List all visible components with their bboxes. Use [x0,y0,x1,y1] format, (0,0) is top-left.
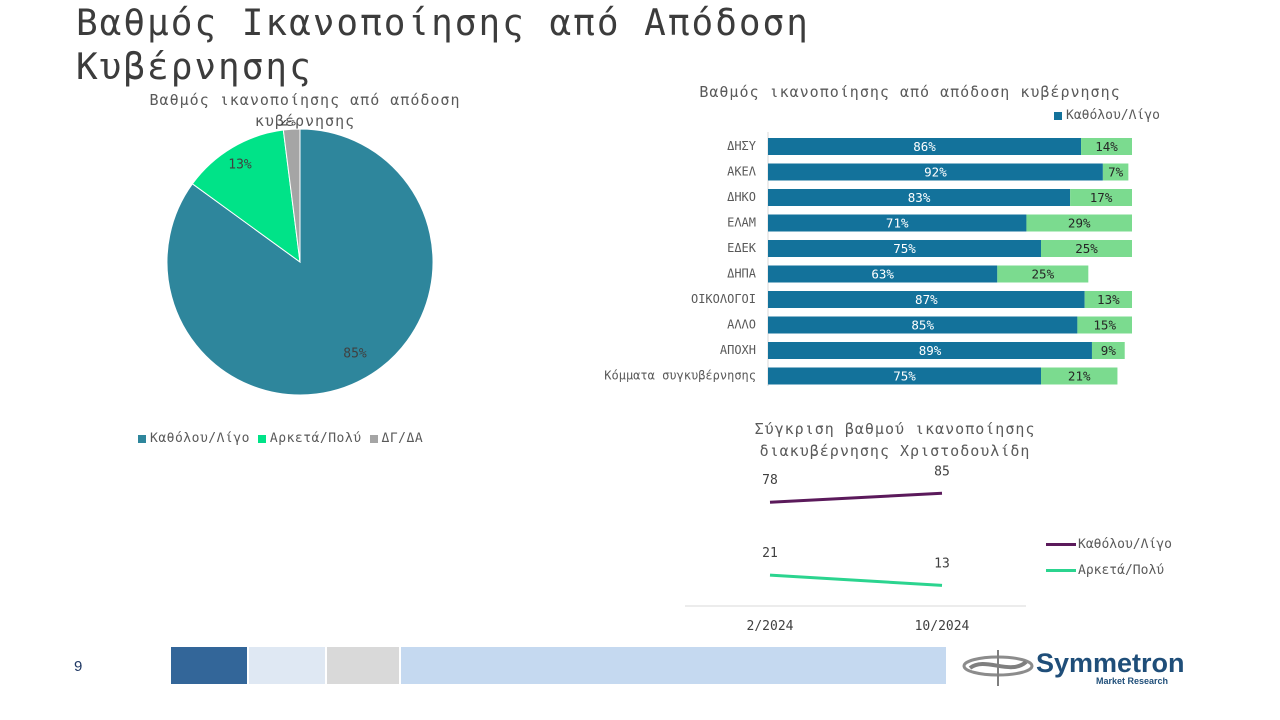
pie-data-label: 13% [228,158,252,173]
bar-category-label: ΟΙΚΟΛΟΓΟΙ [691,292,756,306]
logo-swoosh-icon [962,650,1034,686]
legend-swatch-1 [257,434,266,443]
symmetron-logo: Symmetron Market Research [960,646,1200,690]
line-data-label: 21 [762,546,778,561]
page-title: Βαθμός Ικανοποίησης από Απόδοση Κυβέρνησ… [76,3,810,88]
bar-data-label: 75% [893,369,916,384]
bar-data-label: 25% [1032,267,1055,282]
bar-data-label: 21% [1068,369,1091,384]
bar-data-label: 13% [1097,292,1120,307]
bar-data-label: 17% [1090,190,1113,205]
line-x-tick-label: 10/2024 [915,619,970,634]
bar-segment-high [1041,367,1118,385]
bar-segment-low [768,138,1082,155]
pie-slice [191,129,301,264]
logo-subtitle: Market Research [1096,676,1169,686]
line-series [769,491,943,504]
line-legend-label: Καθόλου/Λίγο [1078,536,1172,552]
legend-label: ΔΓ/ΔΑ [381,431,424,446]
bar-category-label: ΔΗΣΥ [727,139,757,153]
bar-category-label: Κόμματα συγκυβέρνησης [604,369,756,383]
line-legend-item: Καθόλου/Λίγο [1046,531,1172,557]
line-legend-item: Αρκετά/Πολύ [1046,557,1172,583]
bar-legend: Καθόλου/Λίγο [1054,108,1160,123]
logo-name: Symmetron [1036,648,1185,678]
bar-segment-low [768,291,1085,308]
bar-category-label: ΑΚΕΛ [727,165,757,179]
bar-data-label: 86% [913,139,936,154]
bar-category-label: ΕΛΑΜ [727,216,756,230]
bar-data-label: 75% [893,241,916,256]
pie-chart-title: Βαθμός ικανοποίησης από απόδοση κυβέρνησ… [149,91,461,130]
pie-data-label: 85% [343,347,367,362]
bar-segment-high [1102,163,1129,181]
bar-data-label: 83% [908,190,931,205]
bar-category-label: ΔΗΚΟ [727,190,756,204]
slide-number: 9 [74,658,83,675]
bar-segment-high [1070,189,1132,206]
legend-item: Καθόλου/Λίγο [138,431,250,446]
footer-block-dark [171,647,247,684]
bar-segment-low [768,240,1041,257]
bar-data-label: 71% [886,216,909,231]
line-data-label: 78 [762,473,778,488]
pie-legend: Καθόλου/Λίγο Αρκετά/Πολύ ΔΓ/ΔΑ [138,431,423,446]
bar-segment-low [768,265,998,283]
footer-block-gray [327,647,399,684]
bar-data-label: 7% [1108,165,1124,180]
bar-data-label: 92% [924,165,947,180]
bar-segment-low [768,189,1071,206]
line-series [769,573,943,587]
pie-slice [282,128,301,263]
line-legend-label: Αρκετά/Πολύ [1078,562,1165,578]
line-data-label: 13 [934,556,950,571]
bar-legend-label: Καθόλου/Λίγο [1066,108,1160,123]
bar-data-label: 9% [1101,343,1117,358]
bar-data-label: 89% [919,343,942,358]
pie-chart: 85% 13% 2% [166,120,434,396]
bar-segment-low [768,342,1092,359]
bar-legend-swatch [1054,111,1062,120]
bar-category-label: ΔΗΠΑ [727,267,757,281]
bar-data-label: 87% [915,292,938,307]
footer-block-light [249,647,325,684]
bar-data-label: 85% [911,318,934,333]
bar-category-label: ΑΠΟΧΗ [720,343,756,357]
bar-data-label: 29% [1068,216,1091,231]
bar-segment-high [1081,138,1132,155]
line-x-tick-label: 2/2024 [747,619,794,634]
legend-item: ΔΓ/ΔΑ [369,431,424,446]
bar-segment-high [1041,240,1132,257]
pie-data-label: 2% [280,120,296,130]
line-legend: Καθόλου/Λίγο Αρκετά/Πολύ [1046,531,1172,583]
bar-data-label: 15% [1093,318,1116,333]
bar-segment-high [1077,316,1132,334]
bar-segment-high [1026,214,1132,232]
legend-swatch-2 [369,434,378,443]
bar-segment-low [768,316,1078,334]
legend-label: Καθόλου/Λίγο [150,431,250,446]
bar-segment-high [997,265,1089,283]
bar-data-label: 25% [1075,241,1098,256]
legend-label: Αρκετά/Πολύ [269,431,362,446]
bar-segment-high [1091,342,1125,359]
line-chart: 78 85 21 13 2/2024 10/2024 [685,464,1026,634]
bar-data-label: 14% [1095,139,1118,154]
bar-segment-high [1084,291,1132,308]
line-legend-swatch-1 [1046,568,1076,572]
footer-block-long [401,647,946,684]
line-legend-swatch-0 [1046,542,1076,546]
bar-category-label: ΕΔΕΚ [727,241,757,255]
bar-segment-low [768,163,1103,181]
legend-item: Αρκετά/Πολύ [257,431,362,446]
line-chart-title: Σύγκριση βαθμού ικανοποίησης διακυβέρνησ… [754,420,1036,460]
bar-data-label: 63% [871,267,894,282]
legend-swatch-0 [138,434,146,443]
bar-chart-title: Βαθμός ικανοποίησης από απόδοση κυβέρνησ… [699,83,1121,101]
stacked-bar-chart: ΔΗΣΥ 86% 14% ΑΚΕΛ 92% 7% ΔΗΚΟ 83% 17% ΕΛΑΜ 71% 29% Ε… [604,132,1132,386]
bar-category-label: ΑΛΛΟ [727,318,756,332]
bar-segment-low [768,367,1041,385]
bar-segment-low [768,214,1027,232]
line-data-label: 85 [934,464,950,479]
